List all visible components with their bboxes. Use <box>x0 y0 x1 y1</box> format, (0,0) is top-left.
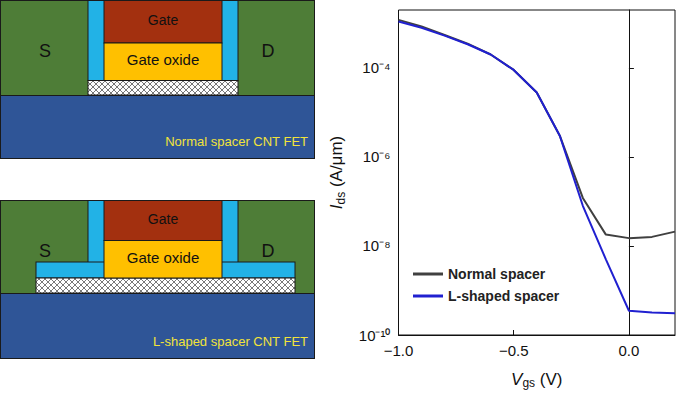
svg-text:Gate oxide: Gate oxide <box>127 249 200 266</box>
svg-text:0.0: 0.0 <box>618 342 639 359</box>
svg-text:−1.0: −1.0 <box>384 342 414 359</box>
svg-text:Gate: Gate <box>148 211 179 227</box>
svg-text:V: V <box>511 369 523 389</box>
svg-text:Gate: Gate <box>148 12 179 28</box>
svg-text:(V): (V) <box>535 370 562 389</box>
svg-text:gs: gs <box>522 376 535 390</box>
svg-text:S: S <box>39 241 51 261</box>
svg-text:L-shaped spacer: L-shaped spacer <box>448 288 560 304</box>
svg-text:Normal spacer: Normal spacer <box>448 266 546 282</box>
svg-text:10⁻¹⁰: 10⁻¹⁰ <box>359 327 391 344</box>
svg-text:10⁻⁸: 10⁻⁸ <box>362 237 390 254</box>
svg-text:D: D <box>262 241 275 261</box>
svg-text:Gate oxide: Gate oxide <box>127 51 200 68</box>
svg-text:D: D <box>262 41 275 61</box>
svg-text:10⁻⁴: 10⁻⁴ <box>362 59 390 76</box>
svg-text:S: S <box>39 41 51 61</box>
svg-text:−0.5: −0.5 <box>499 342 529 359</box>
svg-text:L-shaped spacer CNT FET: L-shaped spacer CNT FET <box>153 334 308 349</box>
svg-text:I: I <box>327 204 346 210</box>
svg-text:ds: ds <box>334 192 348 205</box>
svg-text:10⁻⁶: 10⁻⁶ <box>363 148 391 165</box>
svg-text:(A/μm): (A/μm) <box>327 136 346 192</box>
svg-text:Normal spacer CNT FET: Normal spacer CNT FET <box>165 134 308 149</box>
